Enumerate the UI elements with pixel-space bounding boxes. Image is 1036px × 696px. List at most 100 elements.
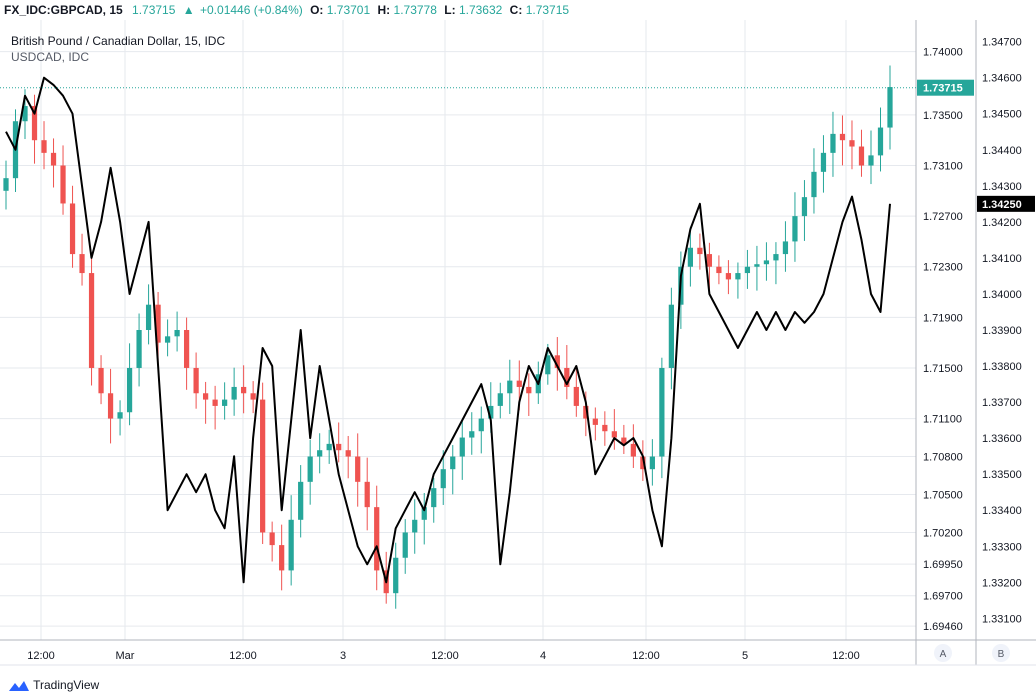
candle-body xyxy=(193,367,199,394)
candle-body xyxy=(431,488,437,508)
price-tick-left: 1.69460 xyxy=(923,621,963,633)
symbol-label[interactable]: FX_IDC:GBPCAD, 15 xyxy=(4,3,123,17)
candle-body xyxy=(212,399,218,406)
compare-price-badge xyxy=(977,195,1035,212)
candle-body xyxy=(31,106,38,141)
candle-body xyxy=(554,355,560,368)
candle-body xyxy=(659,367,665,457)
candle-body xyxy=(345,450,351,457)
time-tick: 4 xyxy=(540,650,546,662)
candle-body xyxy=(478,418,484,432)
price-tick-right: 1.33300 xyxy=(982,541,1022,553)
candle-body xyxy=(488,405,494,419)
compare-price-badge-label: 1.34250 xyxy=(982,199,1022,211)
price-tick-right: 1.34000 xyxy=(982,289,1022,301)
last-price: 1.73715 xyxy=(132,3,176,17)
candle-body xyxy=(858,146,865,166)
time-tick: 12:00 xyxy=(832,650,860,662)
candle-body xyxy=(22,106,28,122)
price-tick-right: 1.34100 xyxy=(982,253,1022,265)
candle-body xyxy=(640,456,646,470)
candle-body xyxy=(602,424,608,432)
candle-body xyxy=(716,266,722,274)
candle-body xyxy=(126,367,133,413)
candle-body xyxy=(222,399,228,406)
price-tick-right: 1.33200 xyxy=(982,577,1022,589)
candle-body xyxy=(459,437,465,457)
open-value: 1.73701 xyxy=(326,3,371,17)
tradingview-logo-icon xyxy=(9,680,29,691)
candle-body xyxy=(792,216,798,242)
candle-body xyxy=(250,393,256,400)
low-value: 1.73632 xyxy=(458,3,503,17)
candle-body xyxy=(202,393,209,400)
time-tick: 12:00 xyxy=(229,650,257,662)
candle-body xyxy=(79,254,85,274)
scale-button-b[interactable] xyxy=(992,644,1010,662)
candle-body xyxy=(573,386,579,406)
change-arrow-icon: ▲ xyxy=(182,3,195,17)
candle-body xyxy=(545,355,551,375)
candle-body xyxy=(877,127,884,156)
high-value: 1.73778 xyxy=(393,3,437,17)
candle-body xyxy=(155,304,161,343)
price-tick-right: 1.33100 xyxy=(982,613,1022,625)
tradingview-logo[interactable]: TradingView xyxy=(8,678,99,693)
candle-body xyxy=(421,507,427,520)
candle-body xyxy=(393,557,399,594)
candle-body xyxy=(364,481,370,508)
candle-body xyxy=(744,266,751,274)
candle-body xyxy=(621,437,627,444)
high-label: H: xyxy=(377,3,391,17)
legend-compare-series[interactable]: USDCAD, IDC xyxy=(11,50,90,64)
scale-button-a-label: A xyxy=(940,649,947,660)
candle-body xyxy=(260,399,266,533)
price-tick-left: 1.70800 xyxy=(923,452,963,464)
candle-body xyxy=(868,155,874,166)
candle-body xyxy=(136,330,142,368)
price-tick-right: 1.34200 xyxy=(982,217,1022,229)
candle-body xyxy=(526,386,532,394)
price-tick-right: 1.34600 xyxy=(982,73,1022,85)
candle-body xyxy=(88,273,95,368)
candle-body xyxy=(497,393,503,406)
candle-body xyxy=(611,431,617,438)
price-tick-right: 1.34300 xyxy=(982,181,1022,193)
candle-body xyxy=(60,165,66,204)
scale-button-a[interactable] xyxy=(934,644,952,662)
candle-body xyxy=(811,171,817,198)
price-tick-right: 1.34500 xyxy=(982,109,1022,121)
price-tick-left: 1.73100 xyxy=(923,161,963,173)
price-tick-left: 1.72300 xyxy=(923,262,963,274)
close-value: 1.73715 xyxy=(525,3,570,17)
symbol-header: FX_IDC:GBPCAD, 15 1.73715 ▲ +0.01446 (+0… xyxy=(0,0,1036,20)
candle-body xyxy=(507,380,513,394)
price-change: +0.01446 (+0.84%) xyxy=(200,3,303,17)
time-tick: 5 xyxy=(742,650,748,662)
price-tick-left: 1.69700 xyxy=(923,591,963,603)
price-tick-right: 1.33600 xyxy=(982,433,1022,445)
candle-body xyxy=(687,247,694,267)
candle-body xyxy=(754,264,760,267)
close-label: C: xyxy=(509,3,523,17)
candle-body xyxy=(782,241,789,255)
price-tick-left: 1.69950 xyxy=(923,559,963,571)
candle-body xyxy=(830,133,836,153)
usdcad-line-path xyxy=(5,76,891,584)
candle-body xyxy=(374,507,380,571)
gbpcad-candles xyxy=(3,65,893,609)
candle-body xyxy=(107,393,114,419)
time-tick: 12:00 xyxy=(431,650,459,662)
candle-body xyxy=(630,443,636,457)
candle-body xyxy=(145,304,152,330)
price-tick-left: 1.70500 xyxy=(923,489,963,501)
price-tick-left: 1.71100 xyxy=(923,414,962,426)
legend-main-series[interactable]: British Pound / Canadian Dollar, 15, IDC xyxy=(11,34,226,48)
candle-body xyxy=(697,247,703,255)
time-tick: 3 xyxy=(340,650,346,662)
candle-body xyxy=(763,260,770,265)
candle-body xyxy=(668,304,674,368)
candle-body xyxy=(820,152,827,172)
candle-body xyxy=(649,456,655,470)
